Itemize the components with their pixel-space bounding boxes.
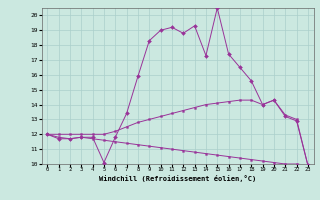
X-axis label: Windchill (Refroidissement éolien,°C): Windchill (Refroidissement éolien,°C) [99,175,256,182]
